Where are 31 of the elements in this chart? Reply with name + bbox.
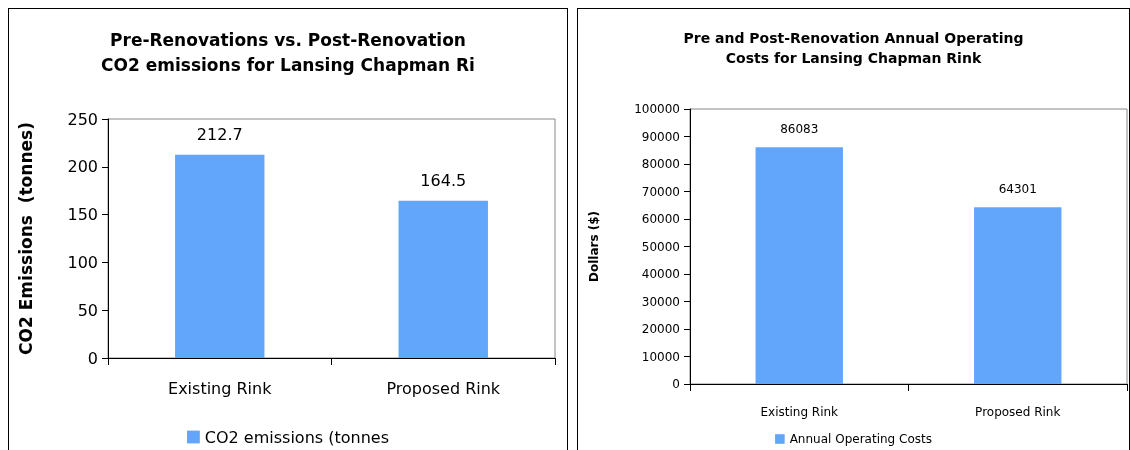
y-tick-label: 50000	[641, 239, 680, 254]
data-label: 164.5	[420, 171, 467, 191]
y-tick-label: 70000	[641, 184, 680, 199]
chart-title: Pre-Renovations vs. Post-Renovation CO2 emissions for Lansing Chapman Ri	[101, 30, 475, 75]
y-tick-label: 0	[87, 348, 98, 368]
y-tick-label: 100000	[634, 102, 680, 116]
y-tick-label: 250	[67, 109, 98, 129]
x-tick-label: Proposed Rink	[975, 405, 1061, 419]
y-axis-title: Dollars ($)	[587, 210, 601, 283]
y-tick-label: 20000	[641, 322, 680, 336]
y-tick-label: 0	[672, 377, 680, 391]
x-tick-label: Existing Rink	[760, 405, 839, 419]
y-tick-label: 30000	[641, 294, 680, 309]
y-tick-label: 60000	[641, 212, 680, 226]
y-tick-label: 50	[77, 300, 98, 320]
y-tick-label: 200	[67, 157, 98, 177]
y-tick-label: 80000	[641, 157, 680, 171]
data-label: 212.7	[196, 125, 243, 145]
x-tick-label: Existing Rink	[168, 378, 273, 398]
data-label: 86083	[780, 122, 819, 137]
y-tick-label: 90000	[641, 129, 680, 144]
legend-label: Annual Operating Costs	[789, 432, 932, 446]
y-tick-label: 100	[67, 252, 98, 272]
chart-title: Pre and Post-Renovation Annual Operating Costs for Lansing Chapman Rink	[683, 30, 1024, 67]
y-tick-label: 150	[67, 205, 98, 225]
y-axis-title: CO2 Emissions (tonnes)	[15, 122, 36, 355]
x-tick-label: Proposed Rink	[386, 378, 501, 398]
data-label: 64301	[998, 182, 1037, 197]
legend-label: CO2 emissions (tonnes	[204, 427, 389, 447]
y-tick-label: 40000	[641, 267, 680, 281]
y-tick-label: 10000	[641, 349, 680, 364]
